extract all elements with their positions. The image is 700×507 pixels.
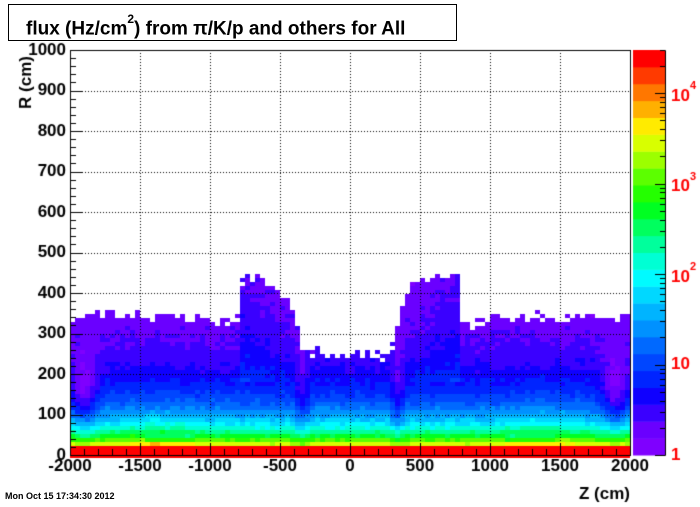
title-prefix: flux (Hz/cm (26, 18, 128, 40)
chart-title: flux (Hz/cm2) from π/K/p and others for … (8, 4, 457, 41)
title-suffix: ) from π/K/p and others for All (134, 18, 406, 40)
title-superscript: 2 (127, 12, 135, 26)
timestamp: Mon Oct 15 17:34:30 2012 (5, 491, 115, 501)
